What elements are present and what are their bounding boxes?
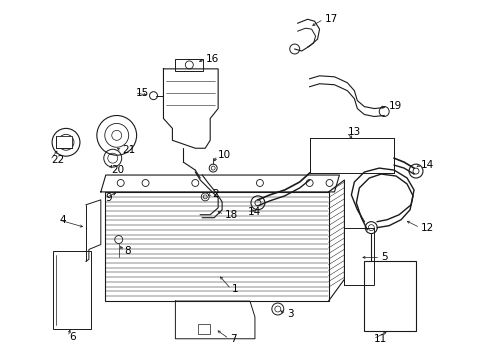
- Text: 14: 14: [420, 160, 433, 170]
- Bar: [198, 324, 210, 334]
- Text: 3: 3: [286, 309, 293, 319]
- Text: 19: 19: [388, 100, 402, 111]
- Text: 14: 14: [247, 207, 261, 217]
- Bar: [56, 136, 72, 148]
- Bar: [364, 261, 415, 331]
- Text: 13: 13: [346, 127, 360, 138]
- Text: 9: 9: [105, 193, 112, 203]
- Text: 21: 21: [122, 145, 136, 155]
- Bar: [309, 138, 393, 173]
- Text: 16: 16: [206, 54, 219, 64]
- Text: 20: 20: [111, 165, 123, 175]
- Text: 6: 6: [69, 332, 76, 342]
- Text: 1: 1: [232, 284, 238, 294]
- Text: 12: 12: [420, 222, 433, 233]
- Bar: [53, 251, 91, 329]
- Bar: [175, 59, 203, 71]
- Text: 17: 17: [324, 14, 337, 24]
- Bar: [104, 192, 328, 301]
- Text: 8: 8: [124, 247, 131, 256]
- Text: 10: 10: [218, 150, 231, 160]
- Text: 11: 11: [373, 334, 386, 344]
- Text: 5: 5: [381, 252, 387, 262]
- Text: 22: 22: [51, 155, 64, 165]
- Text: 7: 7: [230, 334, 236, 344]
- Bar: [344, 228, 373, 285]
- Text: 18: 18: [224, 210, 238, 220]
- Text: 4: 4: [59, 215, 65, 225]
- Text: 2: 2: [212, 189, 218, 199]
- Text: 15: 15: [135, 88, 148, 98]
